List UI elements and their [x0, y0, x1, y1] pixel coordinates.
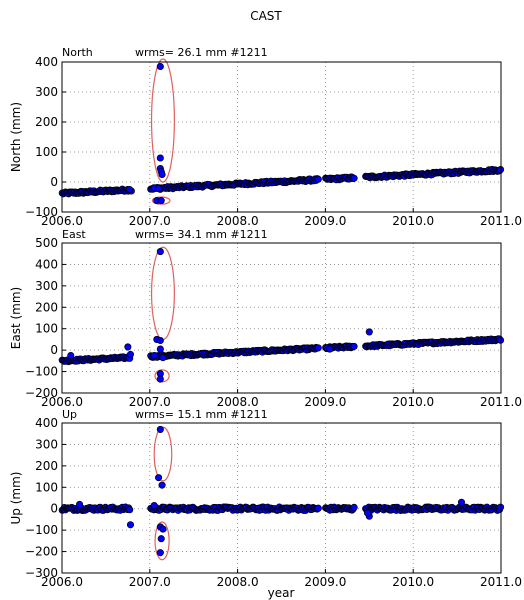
- x-tick-label: 2009.0: [304, 395, 346, 409]
- x-tick-label: 2008.0: [217, 395, 259, 409]
- y-tick-label: −100: [25, 523, 58, 537]
- outlier-point: [76, 500, 84, 508]
- y-tick-label: 100: [35, 322, 58, 336]
- x-tick-label: 2006.0: [41, 575, 83, 589]
- data-point: [350, 342, 358, 350]
- outlier-point: [156, 425, 164, 433]
- data-point: [126, 506, 134, 514]
- y-tick-label: 0: [50, 343, 58, 357]
- x-tick-label: 2008.0: [217, 575, 259, 589]
- y-tick-label: 300: [35, 279, 58, 293]
- outlier-ellipse: [154, 521, 170, 561]
- data-point: [350, 174, 358, 182]
- outlier-point: [156, 336, 164, 345]
- x-tick-label: 2006.0: [41, 214, 83, 228]
- panel-stats: wrms= 34.1 mm #1211: [135, 228, 268, 241]
- x-tick-label: 2011.0: [480, 395, 522, 409]
- y-tick-label: 0: [50, 175, 58, 189]
- outlier-ellipse: [150, 246, 175, 341]
- outlier-point: [126, 350, 135, 358]
- x-tick-label: 2007.0: [129, 575, 171, 589]
- panel-stats: wrms= 15.1 mm #1211: [135, 408, 268, 421]
- outlier-point: [156, 248, 164, 256]
- outlier-point: [157, 535, 165, 543]
- x-tick-label: 2009.0: [304, 575, 346, 589]
- plot-frame: [61, 242, 502, 394]
- y-tick-label: −300: [25, 566, 58, 580]
- outlier-ellipse: [151, 196, 171, 205]
- outlier-point: [155, 474, 163, 482]
- outlier-point: [150, 351, 158, 360]
- panel-title: North: [62, 46, 93, 59]
- y-tick-label: −100: [25, 365, 58, 379]
- outlier-point: [126, 185, 134, 194]
- outlier-point: [156, 62, 164, 71]
- x-tick-label: 2006.0: [41, 395, 83, 409]
- panel-east: East wrms= 34.1 mm #1211 East (mm) 2006.…: [9, 228, 522, 409]
- suptitle: CAST: [250, 9, 282, 23]
- data-point: [314, 175, 322, 183]
- x-tick-label: 2008.0: [217, 214, 259, 228]
- y-tick-label: 300: [35, 85, 58, 99]
- data-point: [350, 503, 358, 511]
- y-tick-label: 400: [35, 416, 58, 430]
- x-tick-label: 2007.0: [129, 214, 171, 228]
- plot-frame: [61, 422, 502, 574]
- y-tick-label: 100: [35, 480, 58, 494]
- panel-title: Up: [62, 408, 77, 421]
- outlier-ellipse: [153, 426, 173, 482]
- outlier-point: [124, 343, 132, 351]
- x-tick-label: 2010.0: [392, 575, 434, 589]
- outlier-point: [67, 351, 75, 360]
- outlier-point: [157, 197, 165, 205]
- outlier-point: [363, 509, 372, 517]
- y-tick-label: −200: [25, 386, 58, 400]
- x-tick-label: 2011.0: [480, 575, 522, 589]
- y-tick-label: 0: [50, 502, 58, 516]
- outlier-point: [155, 185, 163, 193]
- outlier-point: [159, 525, 167, 533]
- x-axis-label: year: [268, 586, 295, 600]
- y-tick-label: 300: [35, 437, 58, 451]
- y-tick-label: −200: [25, 545, 58, 559]
- outlier-point: [150, 501, 158, 510]
- x-tick-label: 2010.0: [392, 214, 434, 228]
- panel-stats: wrms= 26.1 mm #1211: [135, 46, 268, 59]
- panel-up: Up wrms= 15.1 mm #1211 Up (mm) 2006.0 200…: [9, 408, 522, 589]
- panel-north: North wrms= 26.1 mm #1211 North (mm) 200…: [9, 46, 522, 228]
- outlier-ellipse: [150, 58, 175, 183]
- outlier-point: [457, 498, 466, 506]
- x-tick-label: 2007.0: [129, 395, 171, 409]
- outlier-point: [156, 375, 164, 383]
- panel-title: East: [62, 228, 86, 241]
- outlier-point: [158, 170, 166, 179]
- x-tick-label: 2009.0: [304, 214, 346, 228]
- outlier-point: [156, 549, 164, 557]
- x-tick-label: 2010.0: [392, 395, 434, 409]
- outlier-point: [158, 481, 166, 489]
- outlier-point: [326, 345, 334, 353]
- y-tick-label: −100: [25, 205, 58, 219]
- y-axis-label: North (mm): [9, 102, 23, 172]
- outlier-point: [365, 328, 373, 336]
- y-tick-label: 200: [35, 115, 58, 129]
- outlier-point: [159, 354, 167, 362]
- plot-frame: [61, 61, 502, 213]
- y-axis-label: East (mm): [9, 287, 23, 349]
- outlier-point: [156, 154, 164, 162]
- y-tick-label: 200: [35, 459, 58, 473]
- y-tick-label: 400: [35, 257, 58, 271]
- data-point: [314, 344, 322, 352]
- y-tick-label: 400: [35, 55, 58, 69]
- y-tick-label: 500: [35, 236, 58, 250]
- y-axis-label: Up (mm): [9, 472, 23, 525]
- outlier-point: [156, 345, 164, 353]
- outlier-point: [126, 521, 135, 529]
- x-tick-label: 2011.0: [480, 214, 522, 228]
- y-tick-label: 100: [35, 145, 58, 159]
- y-tick-label: 200: [35, 300, 58, 314]
- data-point: [314, 504, 322, 512]
